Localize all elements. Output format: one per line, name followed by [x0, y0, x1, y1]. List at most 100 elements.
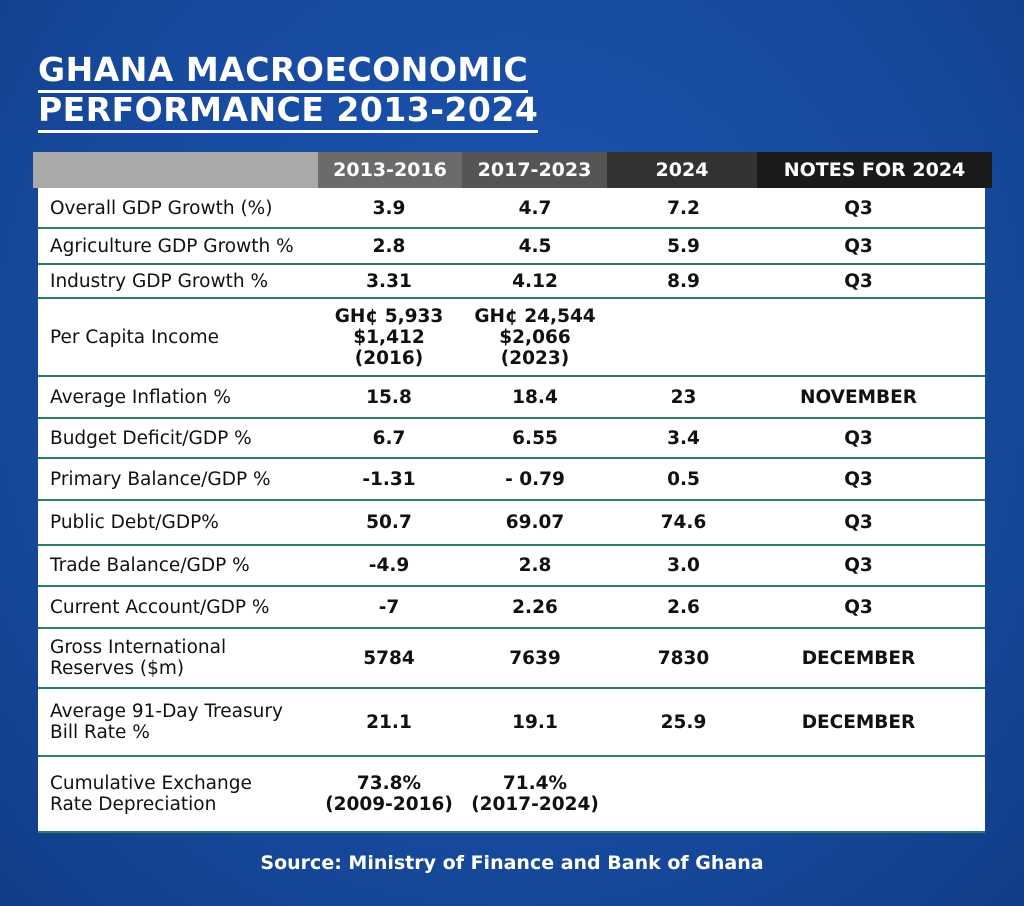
value-cell: Q3: [757, 545, 960, 586]
row-label: Trade Balance/GDP %: [38, 545, 318, 586]
cell-text: 18.4: [512, 386, 558, 408]
cell-text: GH¢ 5,933: [334, 305, 444, 327]
value-cell: GH¢ 5,933 $1,412 (2016): [318, 298, 460, 376]
cell-text: 7639: [509, 647, 561, 669]
cell-text: Trade Balance/GDP %: [50, 555, 250, 576]
cell-text: -1.31: [362, 468, 416, 490]
header-cell: NOTES FOR 2024: [757, 152, 992, 188]
row-divider: [38, 687, 985, 689]
row-divider: [38, 627, 985, 629]
cell-text: 5784: [363, 647, 415, 669]
value-cell: Q3: [757, 228, 960, 264]
value-cell: 3.4: [610, 418, 757, 458]
cell-text: 5.9: [667, 235, 700, 257]
row-label: Overall GDP Growth (%): [38, 188, 318, 228]
cell-text: Q3: [844, 235, 873, 257]
cell-text: Cumulative Exchange: [50, 773, 252, 794]
cell-text: 8.9: [667, 270, 700, 292]
cell-text: Q3: [844, 468, 873, 490]
row-divider: [38, 417, 985, 419]
cell-text: Q3: [844, 197, 873, 219]
cell-text: 4.7: [518, 197, 552, 219]
value-cell: 71.4% (2017-2024): [460, 756, 610, 832]
header-cell: 2024: [607, 152, 757, 188]
value-cell: -4.9: [318, 545, 460, 586]
row-label: Per Capita Income: [38, 298, 318, 376]
value-cell: 5784: [318, 628, 460, 688]
row-label: Average 91-Day Treasury Bill Rate %: [38, 688, 318, 756]
row-divider: [38, 227, 985, 229]
cell-text: Rate Depreciation: [50, 794, 217, 815]
cell-text: 0.5: [667, 468, 700, 490]
value-cell: 73.8% (2009-2016): [318, 756, 460, 832]
cell-text: 74.6: [660, 512, 707, 533]
cell-text: 21.1: [366, 711, 412, 733]
row-label: Industry GDP Growth %: [38, 264, 318, 298]
cell-text: 2.26: [512, 596, 558, 618]
cell-text: (2017-2024): [471, 794, 599, 815]
cell-text: 50.7: [366, 512, 412, 533]
row-label: Public Debt/GDP%: [38, 500, 318, 545]
value-cell: 3.31: [318, 264, 460, 298]
cell-text: 6.7: [372, 427, 406, 449]
value-cell: 2.26: [460, 586, 610, 628]
cell-text: Current Account/GDP %: [50, 596, 270, 618]
cell-text: -7: [378, 596, 400, 618]
value-cell: 8.9: [610, 264, 757, 298]
header-cell: 2017-2023: [462, 152, 607, 188]
row-label: Average Inflation %: [38, 376, 318, 418]
value-cell: 6.7: [318, 418, 460, 458]
cell-text: Q3: [844, 512, 873, 533]
row-divider: [38, 831, 985, 833]
value-cell: 6.55: [460, 418, 610, 458]
cell-text: 4.12: [512, 270, 558, 292]
value-cell: 74.6: [610, 500, 757, 545]
row-label: Primary Balance/GDP %: [38, 458, 318, 500]
cell-text: Budget Deficit/GDP %: [50, 427, 252, 449]
header-cell: [33, 152, 318, 188]
source: Source: Ministry of Finance and Bank of …: [260, 852, 764, 874]
value-cell: 69.07: [460, 500, 610, 545]
value-cell: 0.5: [610, 458, 757, 500]
row-label: Cumulative Exchange Rate Depreciation: [38, 756, 318, 832]
cell-text: Q3: [844, 555, 873, 576]
value-cell: - 0.79: [460, 458, 610, 500]
cell-text: 4.5: [518, 235, 552, 257]
cell-text: Primary Balance/GDP %: [50, 468, 271, 490]
row-label: Current Account/GDP %: [38, 586, 318, 628]
header-cell: 2013-2016: [318, 152, 462, 188]
value-cell: 3.0: [610, 545, 757, 586]
value-cell: Q3: [757, 264, 960, 298]
cell-text: - 0.79: [505, 468, 565, 490]
value-cell: [610, 756, 757, 832]
cell-text: 6.55: [512, 427, 558, 449]
value-cell: Q3: [757, 586, 960, 628]
cell-text: 3.9: [372, 197, 406, 219]
cell-text: GH¢ 24,544: [474, 305, 596, 327]
title-line: PERFORMANCE 2013-2024: [38, 92, 539, 133]
value-cell: 4.5: [460, 228, 610, 264]
cell-text: 3.31: [366, 270, 412, 292]
cell-text: 23: [670, 386, 697, 408]
cell-text: Bill Rate %: [50, 722, 150, 743]
title-line: GHANA MACROECONOMIC: [38, 52, 529, 93]
value-cell: 21.1: [318, 688, 460, 756]
cell-text: 2.6: [667, 596, 700, 618]
value-cell: 7639: [460, 628, 610, 688]
cell-text: 25.9: [660, 711, 707, 733]
cell-text: Industry GDP Growth %: [50, 270, 269, 292]
value-cell: 50.7: [318, 500, 460, 545]
value-cell: 15.8: [318, 376, 460, 418]
value-cell: 4.12: [460, 264, 610, 298]
cell-text: Gross International: [50, 637, 227, 658]
value-cell: 19.1: [460, 688, 610, 756]
cell-text: Average 91-Day Treasury: [50, 701, 283, 722]
cell-text: Q3: [844, 270, 873, 292]
cell-text: Q3: [844, 427, 873, 449]
cell-text: 3.4: [667, 427, 700, 449]
row-divider: [38, 263, 985, 265]
cell-text: Public Debt/GDP%: [50, 512, 219, 533]
value-cell: 23: [610, 376, 757, 418]
cell-text: NOTES FOR 2024: [783, 159, 966, 181]
value-cell: 18.4: [460, 376, 610, 418]
